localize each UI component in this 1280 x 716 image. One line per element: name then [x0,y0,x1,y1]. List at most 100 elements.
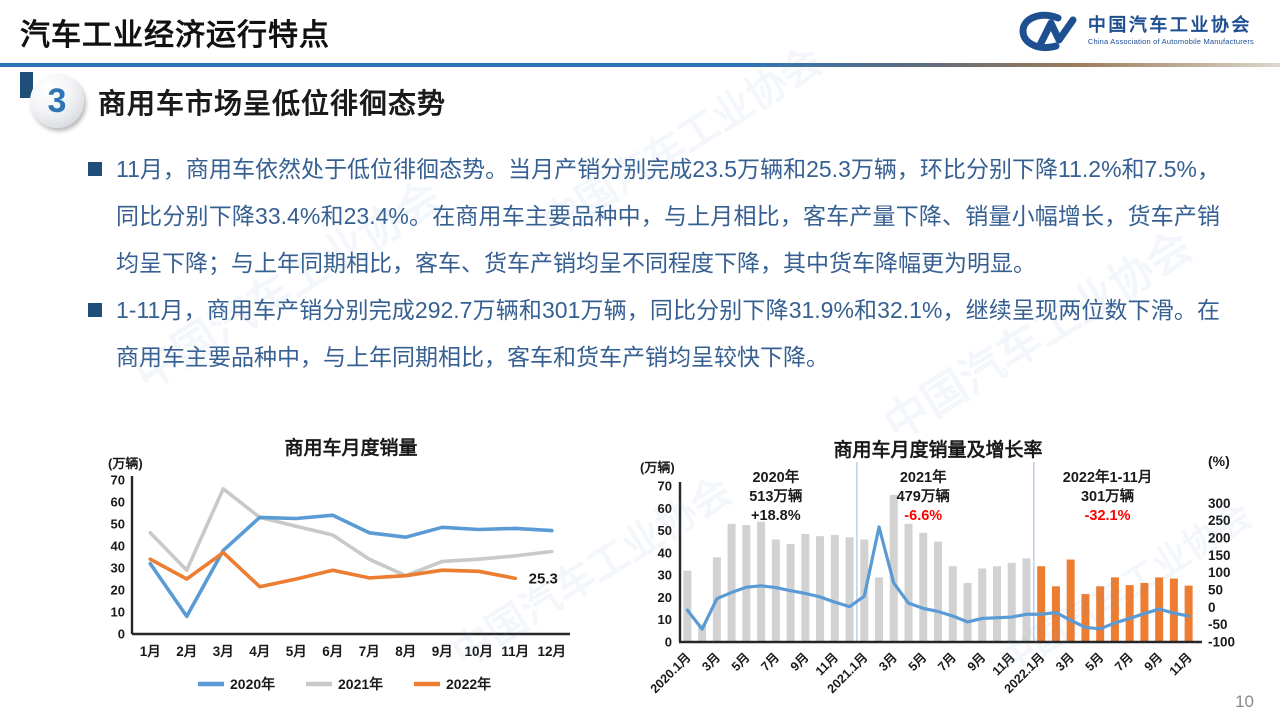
sales-bar [889,494,898,642]
svg-text:2022年: 2022年 [446,676,491,692]
sales-bar [1081,594,1090,642]
series-2022年 [148,550,518,589]
svg-text:0: 0 [1208,600,1216,615]
svg-text:7月: 7月 [359,644,380,659]
svg-text:3月: 3月 [876,650,900,674]
svg-text:3月: 3月 [699,650,723,674]
svg-text:2020年: 2020年 [752,468,799,486]
svg-text:0: 0 [118,627,125,642]
sales-bar [727,523,736,642]
svg-text:2020年: 2020年 [230,676,275,692]
bullet-marker-icon [88,162,102,176]
sales-bar [1037,566,1046,642]
page-number: 10 [1235,692,1254,711]
svg-text:2月: 2月 [176,644,197,659]
svg-text:(%): (%) [1208,453,1230,469]
svg-text:513万辆: 513万辆 [749,487,803,505]
svg-text:25.3: 25.3 [529,570,558,587]
sales-bar [1110,577,1119,642]
svg-text:3月: 3月 [1053,650,1077,674]
svg-text:50: 50 [111,517,125,532]
svg-text:商用车月度销量: 商用车月度销量 [284,436,417,459]
series-2021年 [148,486,554,578]
svg-text:2020.1月: 2020.1月 [648,650,694,696]
svg-text:50: 50 [658,523,672,538]
svg-text:7月: 7月 [758,650,782,674]
title-divider [0,63,1280,67]
svg-text:7月: 7月 [1112,650,1136,674]
svg-text:60: 60 [658,501,672,516]
sales-bar [786,543,795,642]
svg-text:5月: 5月 [1083,650,1107,674]
combo-chart-body: 商用车月度销量及增长率 (万辆) (%) 0 10 20 30 40 50 60 70 -100 -50… [640,438,1235,696]
page-title: 汽车工业经济运行特点 [20,19,330,52]
sales-bar [830,535,839,642]
svg-text:30: 30 [111,561,125,576]
sales-bar [1125,585,1134,642]
svg-text:9月: 9月 [788,650,812,674]
sales-bar [742,525,751,642]
svg-text:5月: 5月 [729,650,753,674]
bullet-item: 1-11月，商用车产销分别完成292.7万辆和301万辆，同比分别下降31.9%… [88,287,1220,381]
svg-text:-6.6%: -6.6% [904,508,942,524]
svg-text:70: 70 [658,479,672,494]
svg-text:20: 20 [658,590,672,605]
svg-text:5月: 5月 [906,650,930,674]
caam-logo-mark [1019,11,1077,51]
svg-text:40: 40 [111,539,125,554]
svg-text:9月: 9月 [965,650,989,674]
sales-bar [1169,578,1178,642]
bullet-text: 11月，商用车依然处于低位徘徊态势。当月产销分别完成23.5万辆和25.3万辆，… [116,156,1220,276]
svg-text:60: 60 [111,495,125,510]
svg-text:301万辆: 301万辆 [1081,487,1135,505]
sales-bar [1007,562,1016,642]
svg-text:5月: 5月 [286,644,307,659]
sales-bar [978,568,987,642]
svg-text:30: 30 [658,568,672,583]
sales-bar [875,577,884,642]
svg-text:2021年: 2021年 [900,468,947,486]
caam-logo: 中国汽车工业协会 China Association of Automobile… [1016,8,1254,54]
svg-text:3月: 3月 [213,644,234,659]
svg-text:(万辆): (万辆) [640,460,675,475]
svg-text:0: 0 [665,635,672,650]
svg-text:12月: 12月 [537,644,566,659]
section-number-circle: 3 [30,74,84,128]
svg-text:4月: 4月 [249,644,270,659]
svg-text:6月: 6月 [322,644,343,659]
svg-text:-50: -50 [1208,617,1228,632]
sales-bar [757,521,766,642]
sales-bar [1066,559,1075,642]
svg-text:20: 20 [111,583,125,598]
monthly-sales-line-chart: 商用车月度销量 (万辆) 0 10 20 30 40 50 60 70 1月 2月 3月 4月 5月 6月 7月… [108,436,570,692]
svg-text:479万辆: 479万辆 [897,487,951,505]
section-badge-block [20,72,33,98]
svg-text:9月: 9月 [1142,650,1166,674]
growth-rate-line [685,525,1191,631]
sales-bar [1184,585,1193,642]
series-2020年 [148,513,554,619]
svg-text:2021年: 2021年 [338,676,383,692]
bullet-item: 11月，商用车依然处于低位徘徊态势。当月产销分别完成23.5万辆和25.3万辆，… [88,146,1220,287]
svg-text:11月: 11月 [501,644,529,659]
svg-text:10: 10 [111,605,125,620]
sales-bar [771,539,780,642]
svg-text:11月: 11月 [1167,650,1195,678]
sales-bar [1096,586,1105,642]
svg-text:7月: 7月 [935,650,959,674]
sales-bar [934,541,942,642]
sales-bar [698,624,707,642]
svg-text:10: 10 [658,612,672,627]
sales-bar [845,537,854,642]
sales-bar [948,566,957,642]
svg-text:+18.8%: +18.8% [751,508,801,524]
svg-text:1月: 1月 [140,644,161,659]
svg-text:100: 100 [1208,565,1231,580]
sales-bar [963,582,972,642]
sales-bar [683,570,692,642]
sales-bar [992,566,1001,642]
logo-name-cn: 中国汽车工业协会 [1087,14,1252,35]
svg-text:10月: 10月 [464,644,493,659]
svg-text:250: 250 [1208,513,1231,528]
